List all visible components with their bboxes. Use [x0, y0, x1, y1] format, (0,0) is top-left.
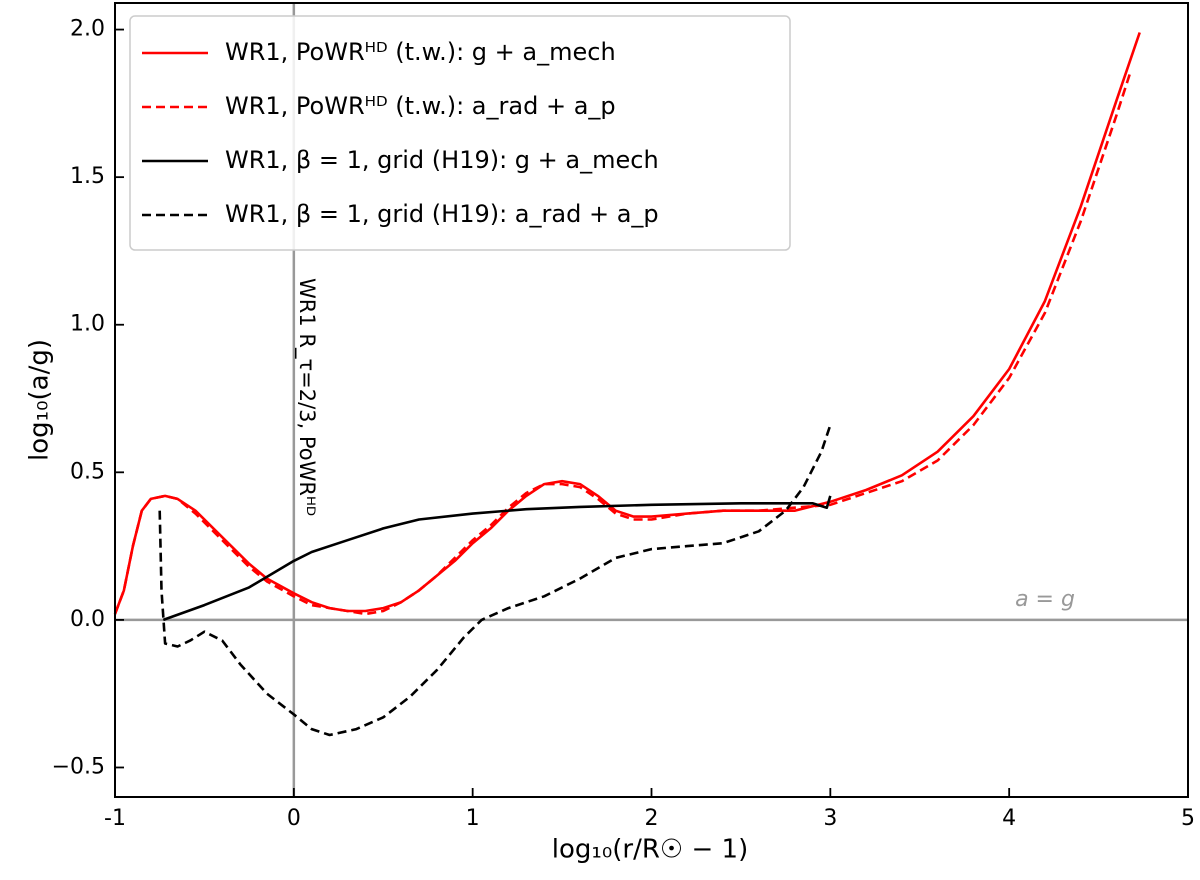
y-tick-label: 1.0 — [70, 312, 105, 337]
x-tick-label: 4 — [1002, 806, 1016, 831]
legend-box — [129, 15, 791, 251]
legend-label: WR1, β = 1, grid (H19): g + a_mech — [225, 146, 659, 174]
legend-label: WR1, β = 1, grid (H19): a_rad + a_p — [225, 200, 659, 228]
annotation: WR1 R_τ=2/3, PoWRᴴᴰ — [294, 278, 319, 516]
x-tick-label: 2 — [645, 806, 659, 831]
x-tick-label: -1 — [104, 806, 126, 831]
x-tick-label: 1 — [466, 806, 480, 831]
y-tick-label: 0.0 — [70, 607, 105, 632]
data-line — [113, 32, 1141, 615]
legend-label: WR1, PoWRᴴᴰ (t.w.): a_rad + a_p — [225, 92, 616, 120]
x-axis-label: log₁₀(r/R☉ − 1) — [552, 835, 748, 865]
x-tick-label: 3 — [823, 806, 837, 831]
y-tick-label: −0.5 — [52, 754, 105, 779]
y-tick-label: 1.5 — [70, 164, 105, 189]
legend-label: WR1, PoWRᴴᴰ (t.w.): g + a_mech — [225, 38, 616, 66]
data-line — [158, 424, 832, 737]
y-tick-label: 0.5 — [70, 459, 105, 484]
x-tick-label: 0 — [287, 806, 301, 831]
y-tick-label: 2.0 — [70, 17, 105, 42]
annotation: a = g — [1015, 587, 1075, 612]
plot-area: WR1 R_τ=2/3, PoWRᴴᴰ a = g -1 0 1 2 3 4 5 −0.5 0.0 0… — [52, 2, 1195, 831]
y-axis-label: log₁₀(a/g) — [25, 339, 55, 461]
data-line — [162, 495, 832, 622]
x-tick-label: 5 — [1181, 806, 1195, 831]
data-line — [113, 70, 1133, 616]
